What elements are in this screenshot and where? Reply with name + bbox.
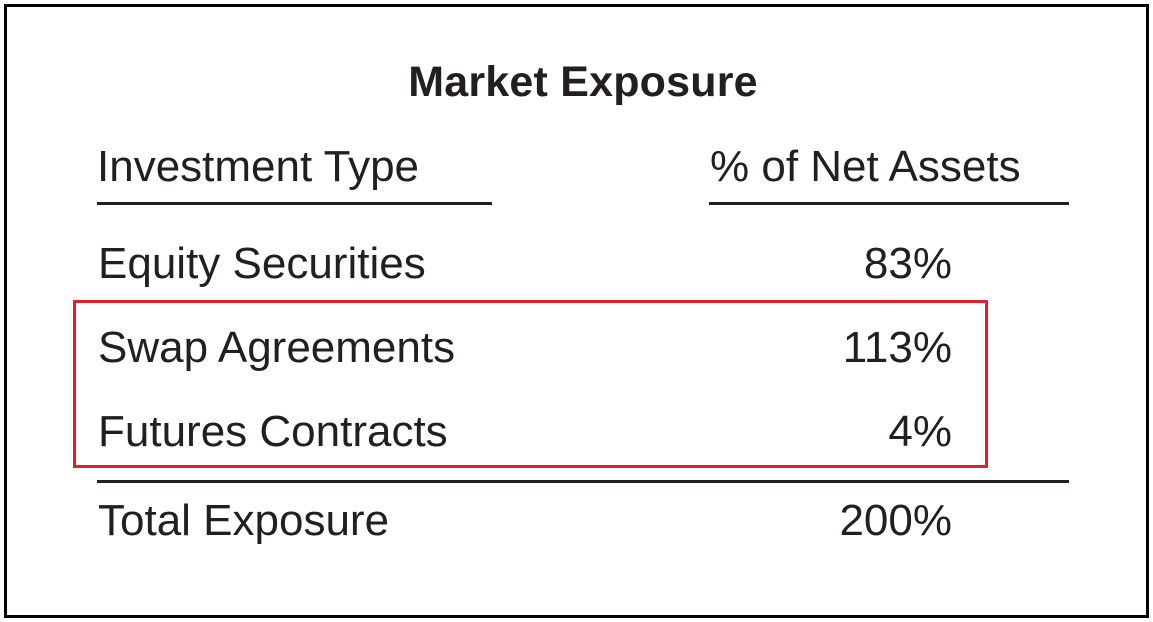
row-label-equity-securities: Equity Securities [98,239,426,288]
row-label-swap-agreements: Swap Agreements [98,323,456,372]
header-underline-right [709,202,1069,205]
table-frame [4,4,1149,618]
table-title: Market Exposure [408,58,758,106]
total-value: 200% [839,496,952,545]
row-value-swap-agreements: 113% [842,323,952,372]
highlight-box [73,300,988,468]
total-label: Total Exposure [98,496,390,545]
row-value-futures-contracts: 4% [888,407,952,456]
row-value-equity-securities: 83% [863,239,952,288]
column-header-investment-type: Investment Type [97,142,420,191]
row-label-futures-contracts: Futures Contracts [98,407,448,456]
column-header-percent-net-assets: % of Net Assets [710,142,1021,191]
total-separator-line [97,480,1069,483]
header-underline-left [97,202,492,205]
